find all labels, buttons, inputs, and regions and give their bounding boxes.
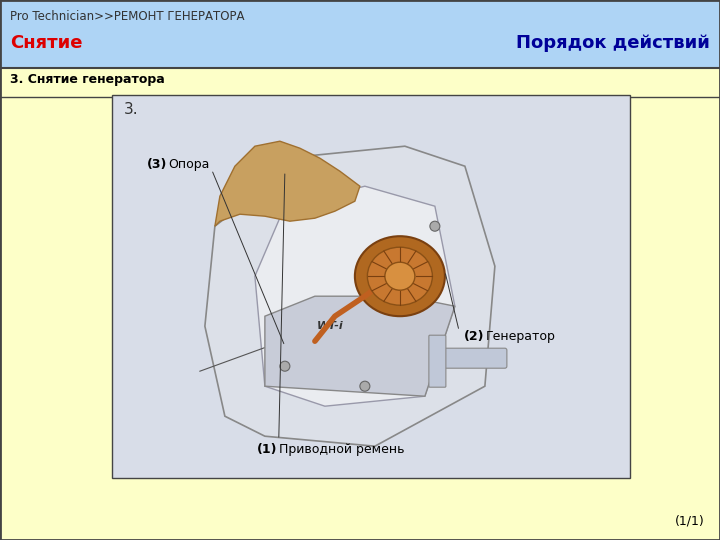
Polygon shape xyxy=(265,296,455,396)
Text: Генератор: Генератор xyxy=(486,329,556,342)
Text: 3.: 3. xyxy=(124,103,138,118)
Polygon shape xyxy=(205,146,495,446)
Ellipse shape xyxy=(367,247,433,305)
Bar xyxy=(290,306,370,346)
Text: (2): (2) xyxy=(464,329,485,342)
FancyBboxPatch shape xyxy=(429,335,446,387)
Text: Порядок действий: Порядок действий xyxy=(516,34,710,52)
Text: (1/1): (1/1) xyxy=(675,515,705,528)
Bar xyxy=(0,68,720,97)
Text: Приводной ремень: Приводной ремень xyxy=(279,443,404,456)
Text: (3): (3) xyxy=(147,158,167,171)
Text: WT-i: WT-i xyxy=(317,321,343,331)
Text: 3. Снятие генератора: 3. Снятие генератора xyxy=(10,72,165,85)
Text: Опора: Опора xyxy=(168,158,210,171)
Polygon shape xyxy=(255,186,455,406)
FancyBboxPatch shape xyxy=(443,348,507,368)
Ellipse shape xyxy=(355,236,445,316)
Bar xyxy=(0,0,720,68)
Ellipse shape xyxy=(280,361,290,371)
Text: Pro Technician>>РЕМОНТ ГЕНЕРАТОРА: Pro Technician>>РЕМОНТ ГЕНЕРАТОРА xyxy=(10,10,245,23)
Text: Снятие: Снятие xyxy=(10,34,83,52)
Ellipse shape xyxy=(430,221,440,231)
Ellipse shape xyxy=(385,262,415,290)
Polygon shape xyxy=(215,141,360,226)
Bar xyxy=(112,94,630,478)
Text: (1): (1) xyxy=(257,443,277,456)
Ellipse shape xyxy=(360,381,370,391)
